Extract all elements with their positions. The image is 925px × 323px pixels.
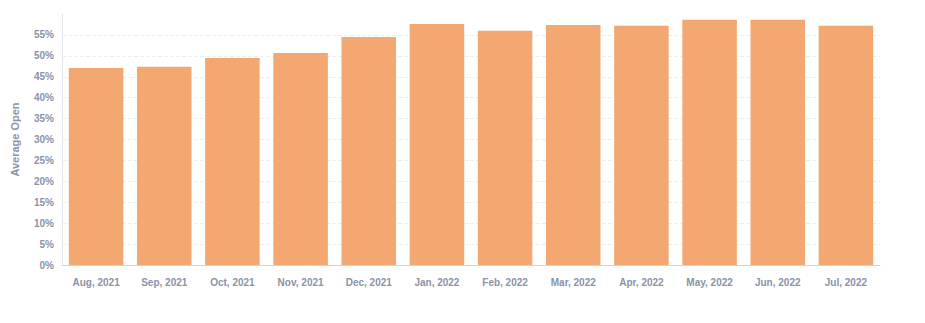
svg-text:5%: 5%: [40, 239, 55, 250]
svg-text:Aug, 2021: Aug, 2021: [72, 277, 120, 288]
svg-text:Jun, 2022: Jun, 2022: [755, 277, 801, 288]
svg-text:Nov, 2021: Nov, 2021: [278, 277, 324, 288]
svg-text:Dec, 2021: Dec, 2021: [346, 277, 393, 288]
svg-text:40%: 40%: [34, 92, 54, 103]
svg-text:55%: 55%: [34, 29, 54, 40]
svg-text:Jul, 2022: Jul, 2022: [825, 277, 868, 288]
svg-text:30%: 30%: [34, 134, 54, 145]
svg-text:10%: 10%: [34, 218, 54, 229]
svg-text:25%: 25%: [34, 155, 54, 166]
svg-text:Jan, 2022: Jan, 2022: [414, 277, 459, 288]
svg-text:Oct, 2021: Oct, 2021: [210, 277, 255, 288]
svg-text:Average Open: Average Open: [9, 102, 21, 176]
svg-text:35%: 35%: [34, 113, 54, 124]
svg-text:50%: 50%: [34, 50, 54, 61]
svg-text:Feb, 2022: Feb, 2022: [482, 277, 528, 288]
svg-text:15%: 15%: [34, 197, 54, 208]
svg-text:45%: 45%: [34, 71, 54, 82]
svg-text:0%: 0%: [40, 260, 55, 271]
svg-text:May, 2022: May, 2022: [686, 277, 733, 288]
svg-text:Apr, 2022: Apr, 2022: [619, 277, 664, 288]
svg-text:Mar, 2022: Mar, 2022: [551, 277, 596, 288]
svg-text:Sep, 2021: Sep, 2021: [141, 277, 188, 288]
svg-text:20%: 20%: [34, 176, 54, 187]
